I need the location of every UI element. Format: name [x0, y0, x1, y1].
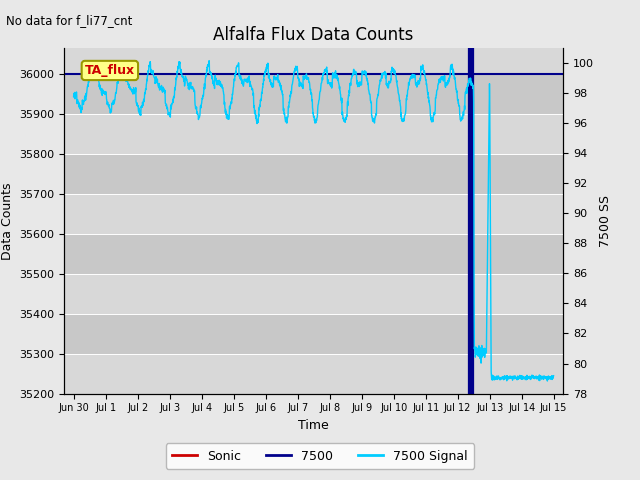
Text: No data for f_li77_cnt: No data for f_li77_cnt	[6, 14, 132, 27]
Title: Alfalfa Flux Data Counts: Alfalfa Flux Data Counts	[213, 25, 414, 44]
Y-axis label: 7500 SS: 7500 SS	[600, 195, 612, 247]
Bar	[64, 194, 563, 234]
Bar	[64, 314, 563, 354]
Bar	[64, 48, 563, 74]
Y-axis label: Data Counts: Data Counts	[1, 182, 13, 260]
X-axis label: Time: Time	[298, 419, 329, 432]
Legend: Sonic, 7500, 7500 Signal: Sonic, 7500, 7500 Signal	[166, 444, 474, 469]
Bar	[64, 234, 563, 274]
Bar	[64, 154, 563, 194]
Bar	[64, 114, 563, 154]
Text: TA_flux: TA_flux	[84, 64, 135, 77]
Bar	[64, 274, 563, 314]
Bar	[64, 354, 563, 394]
Bar	[64, 74, 563, 114]
